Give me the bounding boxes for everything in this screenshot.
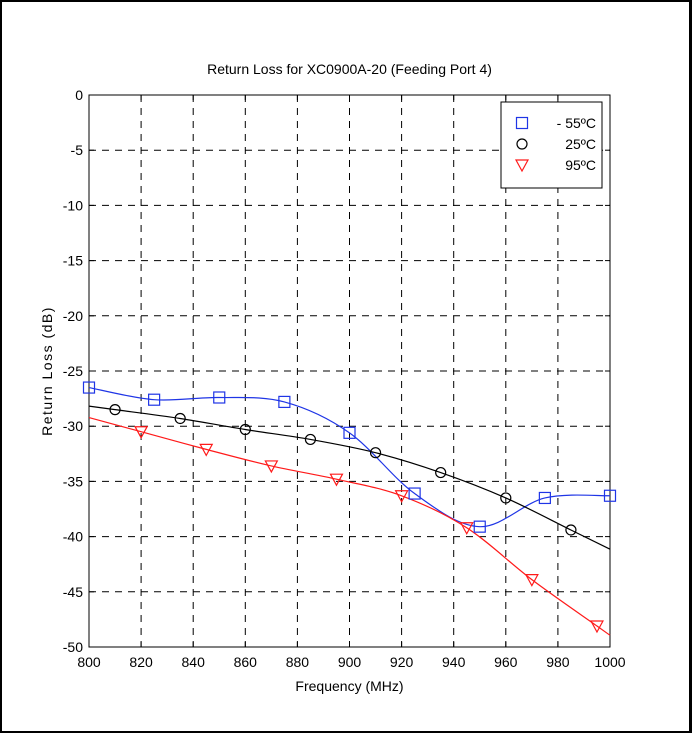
data-point-series-1 (565, 524, 577, 536)
y-tick-label: -15 (63, 253, 83, 269)
y-tick-label: -50 (63, 639, 83, 655)
legend-marker-0 (515, 116, 529, 130)
y-axis-label: Return Loss (dB) (39, 306, 55, 436)
legend-marker-1 (516, 138, 528, 150)
data-point-series-2 (394, 490, 409, 504)
y-tick-label: -40 (63, 529, 83, 545)
data-point-series-0 (148, 393, 161, 406)
x-tick-label: 900 (338, 654, 362, 670)
x-tick-label: 840 (182, 654, 206, 670)
data-point-series-2 (459, 522, 474, 536)
x-tick-label: 960 (494, 654, 518, 670)
x-tick-label: 920 (390, 654, 414, 670)
chart-title: Return Loss for XC0900A-20 (Feeding Port… (207, 61, 492, 77)
data-point-series-2 (134, 426, 149, 439)
x-tick-label: 980 (546, 654, 570, 670)
data-point-series-1 (304, 433, 317, 446)
legend-label-2: 95ºC (565, 157, 596, 173)
series-line-2 (88, 417, 611, 636)
y-tick-label: -30 (63, 418, 83, 434)
data-point-series-0 (278, 395, 291, 409)
y-tick-label: -5 (71, 142, 84, 158)
data-point-series-1 (369, 447, 382, 459)
data-point-series-1 (109, 404, 121, 416)
data-point-series-0 (603, 489, 617, 502)
data-point-series-0 (213, 391, 226, 404)
y-tick-label: -10 (63, 197, 83, 213)
legend-label-1: 25ºC (565, 136, 596, 152)
data-point-series-0 (343, 426, 356, 439)
return-loss-chart: 800 820 840 860 880 900 920 940 960 980 1000 0 -5 -10… (39, 61, 626, 694)
data-point-series-0 (473, 520, 486, 533)
series-curves (88, 386, 611, 636)
x-tick-label: 860 (234, 654, 258, 670)
legend-box (500, 101, 603, 189)
data-point-series-2 (264, 460, 279, 474)
data-point-series-1 (500, 492, 512, 504)
series-line-1 (88, 405, 611, 550)
legend-label-0: - 55ºC (557, 115, 596, 131)
grid (89, 95, 610, 647)
x-tick-label: 1000 (594, 654, 625, 670)
y-tick-label: -45 (63, 584, 83, 600)
legend: - 55ºC 25ºC 95ºC (500, 101, 603, 189)
data-point-series-0 (408, 487, 421, 500)
data-point-series-1 (174, 412, 186, 425)
y-tick-label: -20 (63, 308, 83, 324)
data-point-series-0 (538, 491, 551, 505)
data-point-series-2 (199, 443, 214, 457)
data-point-series-2 (524, 574, 539, 587)
axis-ticks: 800 820 840 860 880 900 920 940 960 980 1000 0 -5 -10… (63, 87, 626, 670)
series-markers (82, 381, 617, 634)
x-axis-label: Frequency (MHz) (295, 678, 403, 694)
x-tick-label: 940 (442, 654, 466, 670)
data-point-series-2 (589, 620, 604, 634)
data-point-series-0 (82, 381, 96, 394)
data-point-series-1 (435, 466, 447, 479)
data-point-series-1 (239, 423, 251, 436)
x-tick-label: 800 (77, 654, 101, 670)
x-tick-label: 820 (129, 654, 153, 670)
y-tick-label: 0 (75, 87, 83, 103)
x-tick-label: 880 (286, 654, 310, 670)
data-point-series-2 (329, 473, 344, 487)
legend-marker-2 (514, 159, 530, 173)
y-tick-label: -35 (63, 473, 83, 489)
y-tick-label: -25 (63, 363, 83, 379)
